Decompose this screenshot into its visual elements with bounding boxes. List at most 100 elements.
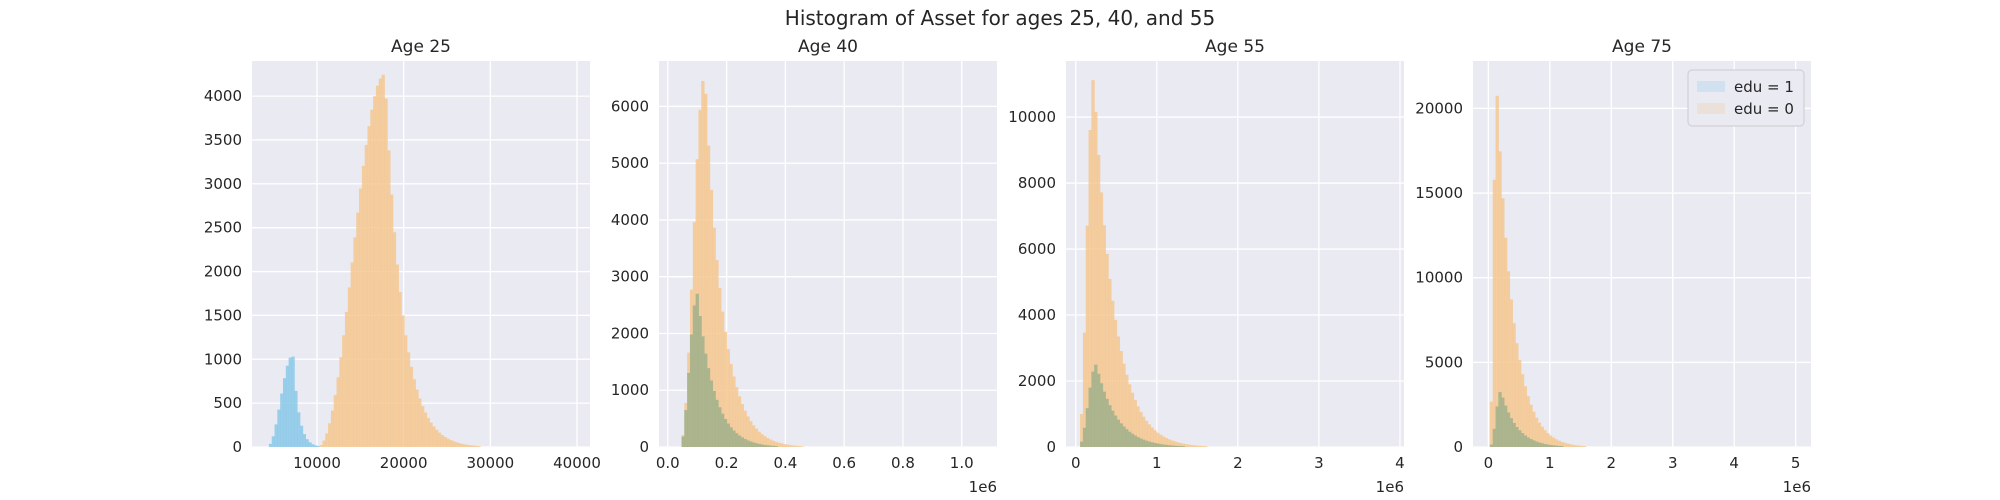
histogram-bar: [1130, 392, 1135, 447]
y-tick-label: 5000: [611, 154, 649, 172]
histogram-bar: [302, 434, 307, 447]
histogram-bar: [1503, 237, 1508, 447]
histogram-bar: [1518, 360, 1522, 447]
y-tick-label: 3500: [204, 131, 242, 149]
histogram-bar: [1532, 411, 1536, 447]
histogram-bar: [271, 436, 276, 447]
figure-title: Histogram of Asset for ages 25, 40, and …: [785, 6, 1215, 30]
histogram-bar: [463, 444, 467, 447]
overlap-bar: [749, 441, 753, 447]
histogram-bar: [361, 165, 366, 447]
histogram-bar: [364, 144, 368, 447]
x-tick-label: 0.8: [891, 454, 915, 472]
overlap-bar: [1498, 392, 1502, 447]
y-tick-label: 2500: [204, 219, 242, 237]
y-tick-label: 0: [1046, 438, 1056, 456]
histogram-bar: [720, 311, 725, 447]
histogram-bar: [367, 126, 371, 447]
series-edu-1: [268, 356, 321, 447]
histogram-bar: [698, 109, 702, 447]
histogram-bar: [474, 445, 478, 447]
histogram-bar: [1158, 434, 1163, 447]
histogram-bar: [347, 287, 352, 447]
y-tick-label: 0: [232, 438, 242, 456]
histogram-bar: [406, 352, 411, 447]
histogram-bar: [1526, 396, 1530, 447]
x-tick-label: 1.0: [950, 454, 974, 472]
histogram-bar: [398, 291, 402, 447]
y-tick-label: 4000: [204, 87, 242, 105]
overlap-bar: [1557, 445, 1561, 447]
histogram-bar: [1125, 374, 1129, 447]
histogram-bar: [1127, 384, 1132, 447]
histogram-bar: [1489, 401, 1494, 447]
histogram-bar: [392, 232, 397, 447]
y-tick-label: 2000: [611, 324, 649, 342]
overlap-bar: [746, 440, 750, 447]
histogram-bar: [1574, 445, 1578, 447]
histogram-bar: [1192, 445, 1197, 447]
histogram-bar: [1512, 323, 1516, 447]
overlap-bar: [1503, 405, 1508, 447]
histogram-bar: [468, 445, 473, 447]
overlap-bar: [709, 380, 714, 447]
histogram-bar: [325, 433, 329, 447]
y-tick-label: 1500: [204, 306, 242, 324]
histogram-bar: [1111, 300, 1115, 447]
x-tick-label: 0: [1071, 454, 1081, 472]
histogram-bar: [280, 393, 284, 447]
overlap-bar: [681, 436, 685, 447]
overlap-bar: [1125, 429, 1129, 447]
overlap-bar: [754, 443, 759, 447]
histogram-bar: [421, 406, 425, 447]
histogram-bar: [1195, 445, 1199, 447]
overlap-bar: [720, 413, 725, 447]
histogram-bar: [1094, 111, 1098, 448]
overlap-bar: [1495, 406, 1499, 447]
histogram-bar: [1122, 363, 1126, 447]
overlap-bar: [1142, 439, 1146, 447]
histogram-bar: [774, 441, 778, 447]
histogram-bar: [1529, 404, 1533, 447]
overlap-bar: [1085, 408, 1090, 447]
histogram-bar: [1105, 253, 1109, 447]
overlap-bar: [726, 423, 730, 447]
histogram-bar: [1102, 225, 1106, 447]
overlap-bar: [1509, 418, 1513, 447]
histogram-bar: [268, 443, 273, 447]
histogram-bar: [1116, 336, 1121, 447]
overlap-bar: [1523, 435, 1528, 447]
histogram-bar: [757, 431, 761, 447]
histogram-bar: [777, 442, 781, 447]
histogram-bar: [732, 376, 736, 447]
overlap-bar: [1537, 442, 1542, 447]
overlap-bar: [715, 399, 719, 447]
histogram-bar: [1178, 442, 1182, 447]
histogram-bar: [342, 335, 346, 447]
histogram-bar: [339, 357, 343, 447]
histogram-bar: [768, 439, 773, 447]
x-tick-label: 0: [1484, 454, 1494, 472]
histogram-bar: [1144, 420, 1149, 447]
overlap-bar: [1546, 444, 1550, 447]
y-tick-label: 1000: [204, 350, 242, 368]
histogram-bar: [1187, 444, 1191, 447]
histogram-bar: [706, 145, 711, 447]
histogram-bar: [729, 363, 733, 447]
x-tick-label: 1: [1152, 454, 1162, 472]
overlap-bar: [1116, 419, 1121, 447]
histogram-bar: [350, 262, 354, 447]
histogram-bar: [1147, 424, 1151, 447]
histogram-bar: [737, 396, 742, 447]
panel-4: 0 5000 10000 15000 20000 0 1 2 3 4 5 Age 75 1e6: [1415, 37, 1811, 496]
histogram-bar: [451, 441, 456, 447]
histogram-bar: [1498, 151, 1502, 448]
histogram-bar: [701, 80, 705, 448]
overlap-bar: [1492, 428, 1497, 447]
histogram-bar: [1175, 442, 1180, 447]
overlap-bar: [1540, 443, 1544, 447]
histogram-bar: [1085, 225, 1090, 447]
overlap-bar: [1489, 444, 1494, 447]
x-tick-label: 40000: [553, 454, 601, 472]
